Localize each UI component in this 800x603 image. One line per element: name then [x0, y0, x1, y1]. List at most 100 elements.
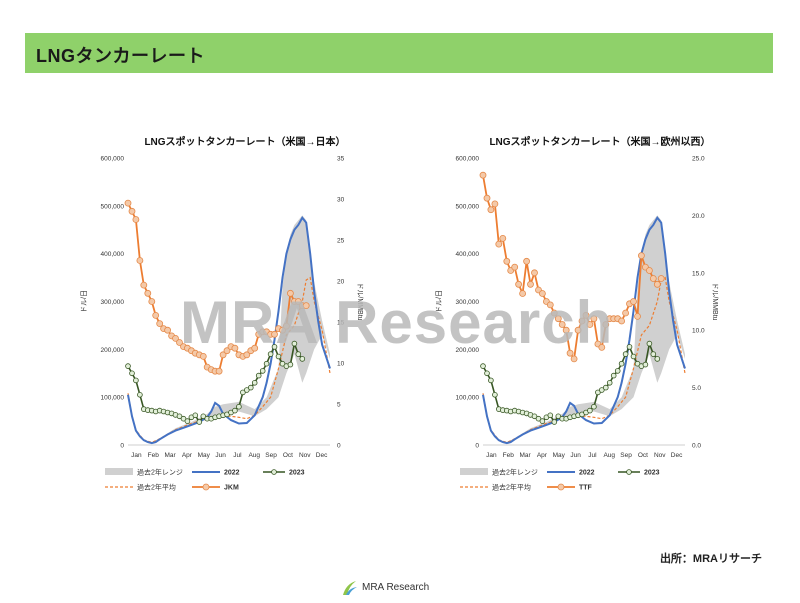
y-axis-label: ドル/日 — [80, 290, 88, 313]
series-2023-point — [555, 413, 562, 420]
y2-tick-label: 35 — [337, 156, 345, 163]
series-price-point — [148, 298, 156, 305]
y2-tick-label: 5.0 — [692, 385, 701, 392]
legend-price-marker — [557, 483, 565, 491]
series-2023-point — [295, 351, 302, 357]
series-price-point — [554, 315, 562, 323]
series-price-point — [282, 322, 290, 330]
series-price-point — [515, 280, 522, 288]
series-2022-line — [482, 216, 686, 445]
series-price-point — [128, 207, 136, 215]
series-2023-point — [133, 377, 139, 384]
page-title: LNGタンカーレート — [36, 46, 205, 66]
series-2023-point — [551, 419, 558, 425]
series-2023-point — [646, 340, 653, 347]
y2-tick-label: 20 — [337, 279, 345, 286]
series-price-point — [271, 330, 278, 338]
series-2023-point — [196, 419, 203, 425]
series-2023-point — [125, 363, 131, 369]
series-2023-point — [614, 368, 621, 374]
y-tick-label: 200,000 — [456, 347, 480, 354]
y-tick-label: 400,000 — [101, 251, 125, 258]
series-price-point — [164, 326, 171, 334]
chart-title: LNGスポットタンカーレート（米国→欧州以西） — [489, 137, 711, 148]
series-2023-point — [200, 413, 207, 420]
y-tick-label: 100,000 — [101, 395, 125, 402]
legend-price-marker — [202, 483, 210, 491]
series-2023-point — [240, 389, 246, 396]
series-price-point — [582, 311, 590, 319]
series-price-point — [491, 200, 499, 208]
series-price-point — [637, 252, 645, 260]
series-price-point — [653, 280, 661, 288]
x-tick-label: Jan — [131, 452, 142, 459]
y-tick-label: 300,000 — [101, 299, 125, 306]
x-tick-label: Sep — [265, 452, 277, 459]
series-price-point — [215, 367, 223, 375]
series-price-point — [279, 326, 286, 334]
series-2023-point — [275, 353, 282, 360]
chart-svg: 0 100,000 200,000 300,000 400,000 500,000 600,… — [435, 156, 718, 492]
y2-tick-label: 15 — [337, 320, 345, 327]
y2-axis-label: ドル/MMBtu — [711, 282, 718, 320]
x-tick-label: Apr — [182, 452, 193, 459]
x-tick-label: Nov — [654, 452, 666, 459]
series-2023-point — [480, 363, 486, 369]
legend-2023-marker — [626, 469, 632, 475]
series-range-band — [128, 215, 330, 443]
x-tick-label: May — [198, 452, 211, 459]
y2-tick-label: 25.0 — [692, 156, 705, 163]
y-tick-label: 400,000 — [456, 251, 480, 258]
series-price-point — [531, 269, 538, 277]
series-price-point — [590, 315, 598, 323]
series-price-point — [618, 317, 626, 325]
series-2023-point — [610, 372, 617, 379]
chart-us-europe: LNGスポットタンカーレート（米国→欧州以西） 0 100,000 200,000 3… — [405, 125, 795, 495]
chart-us-japan: LNGスポットタンカーレート（米国→日本） 0 100,000 200,000 300… — [50, 125, 440, 495]
source-note: 出所：MRAリサーチ — [659, 553, 762, 565]
series-2023-point — [248, 384, 254, 391]
series-2023-point — [650, 351, 657, 357]
x-tick-label: Sep — [620, 452, 632, 459]
title-bar: LNGタンカーレート — [25, 33, 773, 73]
series-2023-point — [488, 377, 494, 384]
y2-axis-label: ドル/MMBtu — [356, 282, 363, 320]
series-price-point — [302, 302, 310, 310]
series-price-point — [523, 257, 530, 265]
series-2023-point — [137, 391, 143, 398]
series-2023-point — [287, 361, 294, 368]
series-price-point — [172, 334, 179, 342]
legend-price-label: TTF — [579, 485, 593, 492]
series-price-point — [136, 257, 144, 264]
y-tick-label: 600,000 — [456, 156, 480, 163]
legend-2022-label: 2022 — [579, 470, 595, 477]
x-tick-label: Oct — [638, 452, 648, 459]
legend-range-swatch — [105, 468, 133, 475]
series-price-point — [578, 317, 586, 325]
series-price-point — [243, 351, 251, 359]
x-tick-label: Jun — [570, 452, 581, 459]
series-2023-point — [622, 351, 629, 357]
y2-tick-label: 10.0 — [692, 328, 705, 335]
series-price-point — [479, 171, 487, 179]
series-2023-point — [539, 418, 546, 424]
series-2023-point — [492, 391, 498, 398]
x-tick-label: Feb — [148, 452, 160, 459]
series-2023-point — [279, 360, 286, 367]
y-tick-label: 200,000 — [101, 347, 125, 354]
series-2023-point — [606, 379, 613, 386]
series-price-point — [562, 326, 570, 334]
x-tick-label: Apr — [537, 452, 548, 459]
series-2023-point — [603, 384, 609, 391]
series-2023-point — [236, 403, 242, 410]
series-2023-point — [176, 413, 183, 420]
series-2023-point — [267, 351, 274, 357]
x-tick-label: Jul — [588, 452, 597, 459]
y2-tick-label: 0 — [337, 443, 341, 450]
series-2023-point — [255, 372, 262, 379]
series-price-point — [602, 321, 610, 328]
x-tick-label: Feb — [503, 452, 515, 459]
series-2023-point — [531, 413, 538, 420]
series-price-point — [630, 298, 637, 305]
series-price-point — [219, 351, 227, 359]
